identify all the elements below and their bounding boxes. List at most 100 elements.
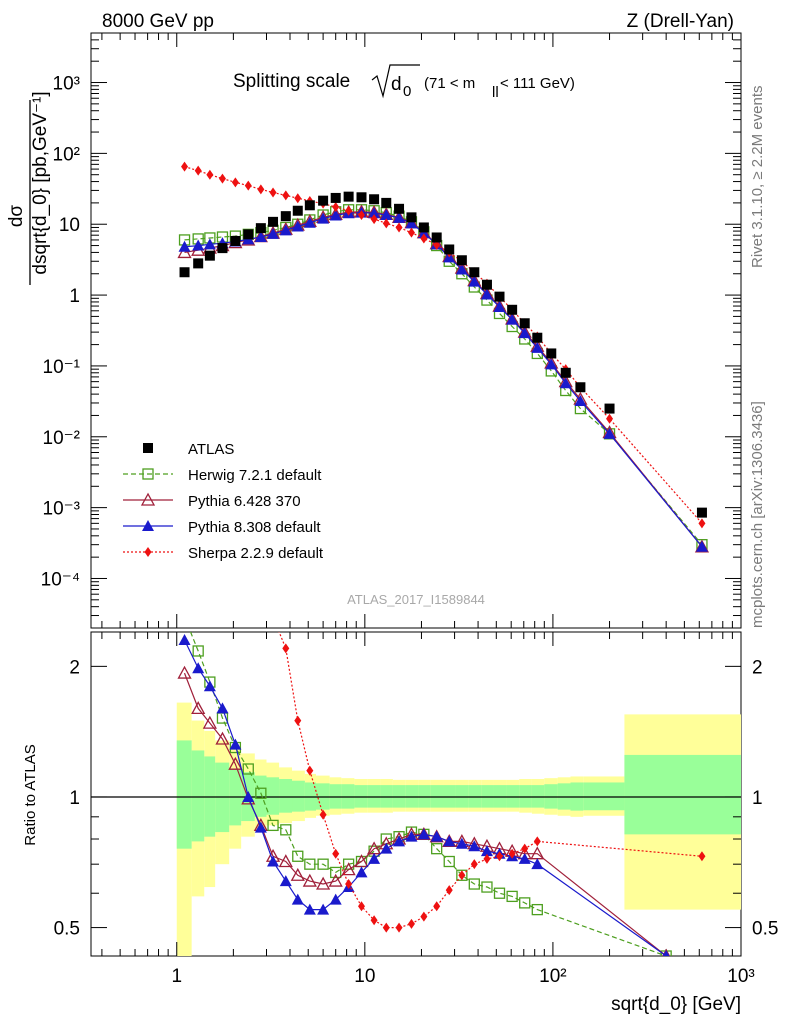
stat-uncertainty-band <box>380 785 393 808</box>
x-axis-label: sqrt{d_0} [GeV] <box>611 994 741 1015</box>
main-point-pythia-8-308-default <box>405 217 418 229</box>
main-point-pythia-8-308-default <box>393 211 406 223</box>
main-point-atlas <box>444 244 455 255</box>
ratio-point-herwig-7-2-1-default <box>330 866 342 879</box>
chart-title-range-suffix: < 111 GeV) <box>500 75 575 92</box>
ratio-point-pythia-8-308-default <box>393 835 406 847</box>
ratio-point-pythia-8-308-default <box>291 893 304 905</box>
ratio-point-herwig-7-2-1-default <box>242 763 254 775</box>
ratio-line-herwig-7-2-1-default <box>189 632 667 956</box>
ratio-point-sherpa-2-2-9-default <box>470 859 478 870</box>
ratio-point-herwig-7-2-1-default <box>481 881 493 893</box>
main-point-sherpa-2-2-9-default <box>244 180 252 191</box>
main-point-pythia-8-308-default <box>267 227 280 239</box>
ratio-point-sherpa-2-2-9-default <box>508 848 516 859</box>
main-point-pythia-8-308-default <box>545 358 558 370</box>
main-point-pythia-8-308-default <box>178 240 191 252</box>
ratio-y-axis-label: Ratio to ATLAS <box>22 744 39 845</box>
ratio-point-pythia-6-428-370 <box>328 873 343 887</box>
main-y-tick-label: 10⁻¹ <box>43 357 81 378</box>
main-point-pythia-8-308-default <box>368 207 381 219</box>
ratio-point-sherpa-2-2-9-default <box>698 851 706 862</box>
uncertainty-bands <box>176 702 741 956</box>
main-point-atlas <box>481 279 492 290</box>
main-point-atlas <box>575 382 586 393</box>
main-point-atlas <box>356 192 367 203</box>
main-point-atlas <box>494 291 505 302</box>
main-point-pythia-8-308-default <box>468 275 481 287</box>
ratio-point-sherpa-2-2-9-default <box>407 918 415 929</box>
legend: ATLAS Herwig 7.2.1 default Pythia 6.428 37… <box>123 441 324 562</box>
main-y-tick-label: 10 <box>59 215 80 236</box>
main-point-sherpa-2-2-9-default <box>257 184 265 195</box>
x-tick-label: 10² <box>539 966 566 987</box>
ratio-point-sherpa-2-2-9-default <box>195 227 202 237</box>
main-point-pythia-8-308-default <box>559 377 572 389</box>
main-point-pythia-8-308-default <box>291 220 304 232</box>
analysis-watermark: ATLAS_2017_I1589844 <box>347 592 485 607</box>
ratio-point-sherpa-2-2-9-default <box>345 879 353 890</box>
mcplots-credit-label: mcplots.cern.ch [arXiv:1306.3436] <box>749 401 766 628</box>
main-point-atlas <box>217 243 228 254</box>
main-point-pythia-8-308-default <box>417 227 430 239</box>
ratio-point-pythia-8-308-default <box>455 837 468 849</box>
main-point-pythia-8-308-default <box>279 224 292 236</box>
chart-title-symbol: d <box>391 74 402 95</box>
main-point-sherpa-2-2-9-default <box>206 169 214 180</box>
main-point-sherpa-2-2-9-default <box>382 218 390 229</box>
ratio-point-herwig-7-2-1-default <box>493 887 506 899</box>
stat-uncertainty-band <box>481 785 494 808</box>
ratio-point-sherpa-2-2-9-default <box>382 922 390 933</box>
main-point-pythia-8-308-default <box>480 288 493 300</box>
rivet-version-label: Rivet 3.1.10, ≥ 2.2M events <box>749 86 766 269</box>
stat-uncertainty-band <box>418 785 431 808</box>
ratio-line-pythia-6-428-370 <box>183 672 667 956</box>
main-point-atlas <box>560 367 571 378</box>
main-point-sherpa-2-2-9-default <box>606 413 614 424</box>
sqrt-symbol <box>371 64 420 99</box>
ratio-point-pythia-8-308-default <box>267 855 280 867</box>
legend-marker-sherpa-2-2-9-default <box>144 547 152 557</box>
ratio-point-pythia-6-428-370 <box>290 867 305 881</box>
ratio-point-pythia-8-308-default <box>368 852 381 864</box>
main-point-pythia-8-308-default <box>192 239 205 251</box>
stat-uncertainty-band <box>367 785 381 808</box>
main-point-atlas <box>230 235 241 246</box>
main-point-sherpa-2-2-9-default <box>231 177 239 188</box>
main-point-sherpa-2-2-9-default <box>269 187 277 198</box>
chart-title-symbol-sub: 0 <box>403 83 411 100</box>
main-point-atlas <box>456 255 467 266</box>
stat-uncertainty-band <box>430 785 444 808</box>
main-point-pythia-8-308-default <box>380 208 393 220</box>
main-point-atlas <box>418 222 429 233</box>
stat-uncertainty-band <box>531 785 545 808</box>
ratio-point-herwig-7-2-1-default <box>292 850 304 862</box>
main-point-pythia-6-428-370 <box>177 245 192 259</box>
main-point-pythia-8-308-default <box>603 427 616 439</box>
legend-label-pythia-6-428-370: Pythia 6.428 370 <box>188 493 301 510</box>
ratio-point-pythia-8-308-default <box>430 830 443 842</box>
ratio-point-pythia-8-308-default <box>178 634 191 646</box>
ratio-y-tick-label-right: 0.5 <box>752 919 778 940</box>
main-point-atlas <box>193 258 204 269</box>
main-point-pythia-8-308-default <box>574 394 587 406</box>
ratio-point-pythia-8-308-default <box>242 790 255 802</box>
ratio-point-sherpa-2-2-9-default <box>282 643 290 654</box>
main-point-atlas <box>343 191 354 202</box>
ratio-point-herwig-7-2-1-default <box>443 855 455 868</box>
ratio-point-herwig-7-2-1-default <box>192 645 204 657</box>
stat-uncertainty-band <box>292 780 305 812</box>
ratio-point-pythia-6-428-370 <box>316 876 331 890</box>
ratio-series-sherpa-2-2-9-default <box>195 227 706 933</box>
ratio-point-sherpa-2-2-9-default <box>533 836 541 847</box>
main-point-pythia-8-308-default <box>203 238 216 250</box>
ratio-point-herwig-7-2-1-default <box>255 787 267 799</box>
ratio-point-pythia-6-428-370 <box>177 665 192 679</box>
main-point-atlas <box>431 232 442 243</box>
main-point-atlas <box>406 212 417 223</box>
main-point-pythia-8-308-default <box>518 327 531 339</box>
y-axis-label-main: dσ dsqrt{d_0} [pb,GeV⁻¹] <box>6 91 51 285</box>
main-point-sherpa-2-2-9-default <box>218 173 226 184</box>
stat-uncertainty-band <box>405 785 419 808</box>
main-point-sherpa-2-2-9-default <box>395 222 403 233</box>
